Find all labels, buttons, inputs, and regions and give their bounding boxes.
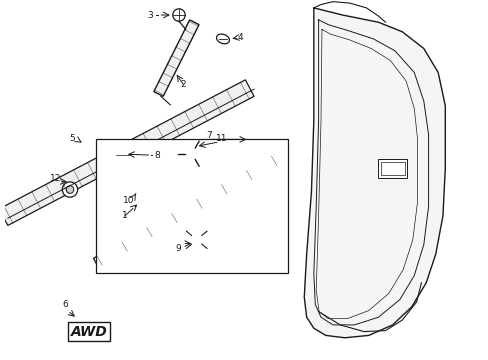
Circle shape [172,9,185,21]
Circle shape [66,186,74,193]
Polygon shape [154,20,199,96]
Bar [116,150,123,160]
Circle shape [190,233,203,247]
Text: 5: 5 [69,134,75,143]
Polygon shape [304,8,445,338]
Text: 4: 4 [237,33,243,42]
Bar [123,152,129,158]
Text: 6: 6 [62,300,68,309]
Text: 8: 8 [154,150,160,159]
Circle shape [62,182,78,197]
Text: 7: 7 [205,131,211,140]
Circle shape [189,151,194,157]
Text: 9: 9 [175,244,181,253]
Circle shape [185,147,198,161]
Text: 3: 3 [147,10,152,19]
Text: AWD: AWD [71,325,107,338]
Text: 12: 12 [50,174,61,183]
Bar [380,162,404,175]
Text: 2: 2 [180,80,186,89]
Bar [378,159,406,177]
Text: 11: 11 [215,134,227,143]
Polygon shape [0,80,254,225]
Circle shape [193,237,200,243]
Polygon shape [135,182,148,197]
Ellipse shape [216,34,229,44]
Polygon shape [93,154,280,267]
Bar [96,139,287,273]
Text: 1: 1 [122,211,127,220]
Text: 10: 10 [123,196,134,205]
